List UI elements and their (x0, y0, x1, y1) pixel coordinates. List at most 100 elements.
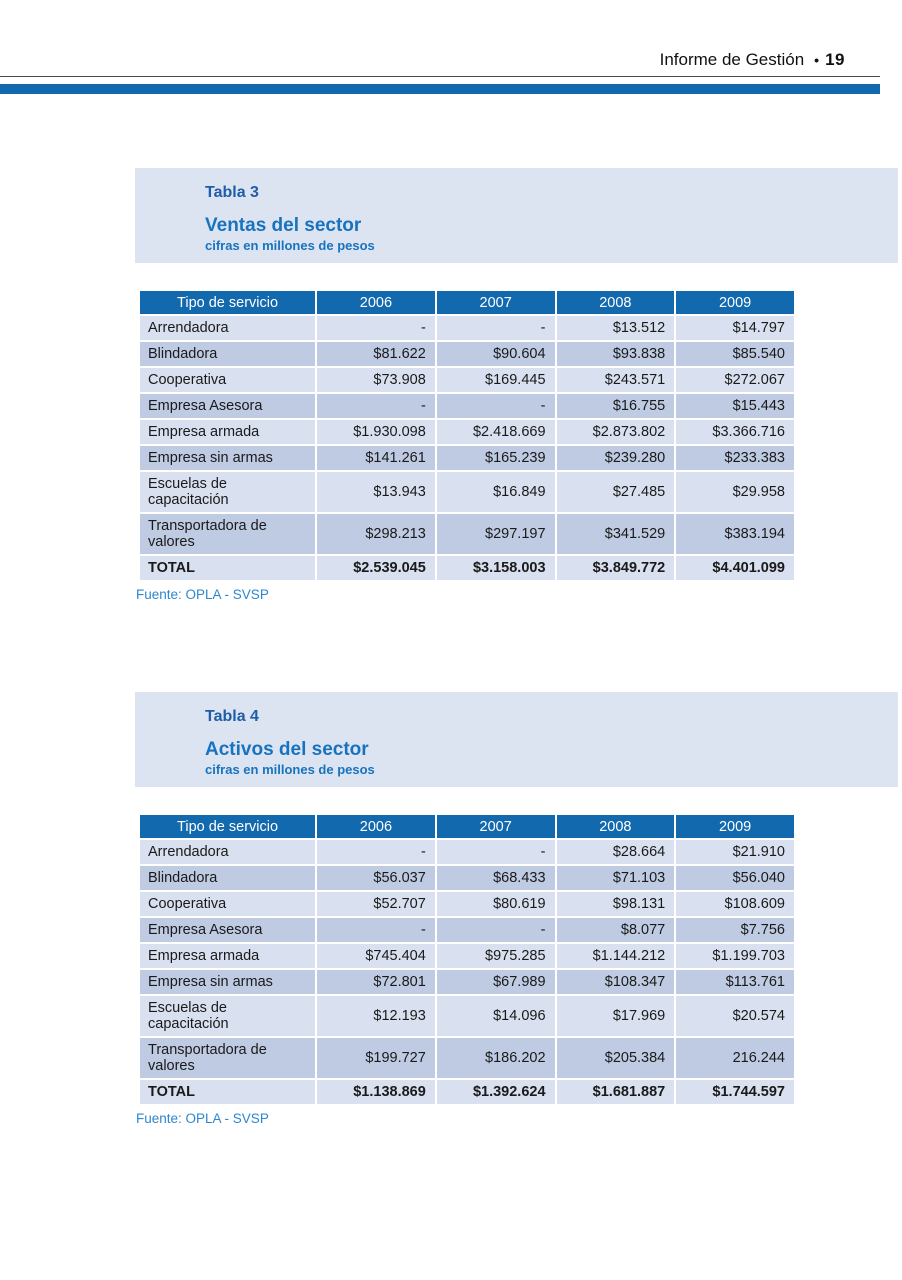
table-row: Empresa sin armas $141.261 $165.239 $239.28… (140, 446, 794, 470)
column-header: Tipo de servicio (140, 291, 316, 314)
total-value: $4.401.099 (676, 556, 794, 580)
bullet-separator: • (814, 52, 820, 68)
cell-value: $52.707 (317, 892, 435, 916)
table-section-ventas: Tabla 3 Ventas del sector cifras en mill… (135, 168, 898, 602)
cell-value: $15.443 (676, 394, 794, 418)
cell-value: - (436, 316, 555, 340)
cell-value: $85.540 (676, 342, 794, 366)
cell-value: $341.529 (556, 514, 675, 554)
row-label: Empresa armada (140, 420, 316, 444)
table-row: Blindadora $81.622 $90.604 $93.838 $85.540 (140, 342, 794, 366)
cell-value: $1.199.703 (676, 944, 794, 968)
total-value: $1.138.869 (317, 1080, 435, 1104)
cell-value: $13.512 (556, 316, 675, 340)
cell-value: $113.761 (676, 970, 794, 994)
cell-value: $243.571 (556, 368, 675, 392)
column-header: 2006 (317, 815, 435, 838)
column-header: 2009 (676, 291, 794, 314)
cell-value: 216.244 (676, 1038, 794, 1078)
row-label: Escuelas de capacitación (140, 996, 316, 1036)
total-row: TOTAL $2.539.045 $3.158.003 $3.849.772 $4.40… (140, 556, 794, 580)
total-value: $1.681.887 (556, 1080, 675, 1104)
total-value: $1.392.624 (436, 1080, 555, 1104)
cell-value: $239.280 (556, 446, 675, 470)
cell-value: $16.755 (556, 394, 675, 418)
row-label: Escuelas de capacitación (140, 472, 316, 512)
cell-value: $27.485 (556, 472, 675, 512)
row-label: Blindadora (140, 866, 316, 890)
cell-value: $56.040 (676, 866, 794, 890)
table-row: Empresa Asesora - - $16.755 $15.443 (140, 394, 794, 418)
table-row: Escuelas de capacitación $12.193 $14.096 $1… (140, 996, 794, 1036)
cell-value: $383.194 (676, 514, 794, 554)
table-footer: TOTAL $2.539.045 $3.158.003 $3.849.772 $4.40… (140, 556, 794, 580)
table-row: Transportadora de valores $298.213 $297.19… (140, 514, 794, 554)
row-label: Empresa Asesora (140, 394, 316, 418)
cell-value: $12.193 (317, 996, 435, 1036)
table-row: Empresa Asesora - - $8.077 $7.756 (140, 918, 794, 942)
cell-value: $8.077 (556, 918, 675, 942)
row-label: Transportadora de valores (140, 514, 316, 554)
header-row: Tipo de servicio 2006 2007 2008 2009 (140, 291, 794, 314)
cell-value: $21.910 (676, 840, 794, 864)
row-label: Empresa sin armas (140, 446, 316, 470)
cell-value: $90.604 (436, 342, 555, 366)
header-rule (0, 76, 880, 77)
row-label: Empresa sin armas (140, 970, 316, 994)
data-table-ventas: Tipo de servicio 2006 2007 2008 2009 Arrenda… (138, 289, 796, 582)
cell-value: - (436, 918, 555, 942)
table-section-activos: Tabla 4 Activos del sector cifras en mil… (135, 692, 898, 1126)
cell-value: $81.622 (317, 342, 435, 366)
source-note: Fuente: OPLA - SVSP (136, 587, 269, 602)
total-row: TOTAL $1.138.869 $1.392.624 $1.681.887 $1.74… (140, 1080, 794, 1104)
caption-band: Tabla 4 Activos del sector cifras en mil… (135, 692, 898, 787)
cell-value: $13.943 (317, 472, 435, 512)
cell-value: - (317, 918, 435, 942)
data-table-activos: Tipo de servicio 2006 2007 2008 2009 Arrenda… (138, 813, 796, 1106)
cell-value: $3.366.716 (676, 420, 794, 444)
running-header-title: Informe de Gestión (659, 50, 805, 69)
column-header: 2006 (317, 291, 435, 314)
cell-value: - (317, 316, 435, 340)
caption-band: Tabla 3 Ventas del sector cifras en mill… (135, 168, 898, 263)
cell-value: $745.404 (317, 944, 435, 968)
column-header: 2008 (556, 291, 675, 314)
cell-value: $169.445 (436, 368, 555, 392)
row-label: Arrendadora (140, 840, 316, 864)
table-row: Escuelas de capacitación $13.943 $16.849 $2… (140, 472, 794, 512)
cell-value: $29.958 (676, 472, 794, 512)
cell-value: $80.619 (436, 892, 555, 916)
row-label: Arrendadora (140, 316, 316, 340)
cell-value: - (436, 840, 555, 864)
table-body: Arrendadora - - $28.664 $21.910 Blindadora $56… (140, 840, 794, 1078)
total-value: $3.849.772 (556, 556, 675, 580)
table-subtitle: cifras en millones de pesos (205, 238, 375, 253)
total-value: $2.539.045 (317, 556, 435, 580)
cell-value: $20.574 (676, 996, 794, 1036)
table-row: Cooperativa $73.908 $169.445 $243.571 $272.0… (140, 368, 794, 392)
cell-value: $93.838 (556, 342, 675, 366)
cell-value: - (436, 394, 555, 418)
cell-value: $2.418.669 (436, 420, 555, 444)
table-label: Tabla 3 (205, 184, 259, 201)
header-row: Tipo de servicio 2006 2007 2008 2009 (140, 815, 794, 838)
table-row: Blindadora $56.037 $68.433 $71.103 $56.040 (140, 866, 794, 890)
cell-value: $108.347 (556, 970, 675, 994)
page-number: 19 (825, 50, 845, 69)
cell-value: $14.797 (676, 316, 794, 340)
cell-value: $165.239 (436, 446, 555, 470)
cell-value: $272.067 (676, 368, 794, 392)
cell-value: $205.384 (556, 1038, 675, 1078)
table-row: Arrendadora - - $28.664 $21.910 (140, 840, 794, 864)
row-label: Blindadora (140, 342, 316, 366)
total-label: TOTAL (140, 1080, 316, 1104)
cell-value: $28.664 (556, 840, 675, 864)
table-title: Ventas del sector (205, 215, 362, 236)
table-row: Empresa armada $745.404 $975.285 $1.144.212… (140, 944, 794, 968)
cell-value: $1.930.098 (317, 420, 435, 444)
table-row: Empresa armada $1.930.098 $2.418.669 $2.873… (140, 420, 794, 444)
total-value: $1.744.597 (676, 1080, 794, 1104)
cell-value: - (317, 840, 435, 864)
cell-value: $975.285 (436, 944, 555, 968)
cell-value: $186.202 (436, 1038, 555, 1078)
